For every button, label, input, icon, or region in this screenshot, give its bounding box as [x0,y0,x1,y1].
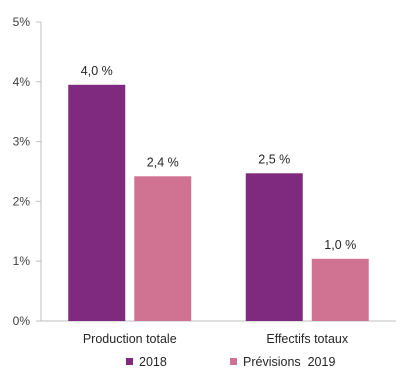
legend-swatch [126,358,133,365]
data-label: 1,0 % [324,238,356,252]
legend-swatch [230,358,237,365]
bar-prévisions-2019-1 [134,176,192,321]
legend-label: 2018 [139,355,167,369]
y-tick-label: 0% [13,314,31,328]
data-label: 2,5 % [258,152,290,166]
data-label: 2,4 % [147,155,179,169]
bar-prévisions-2019-2 [311,258,369,321]
bar-2018-2 [245,173,303,321]
y-tick-label: 5% [13,15,31,29]
y-tick-label: 3% [13,135,31,149]
y-tick-label: 2% [13,194,31,208]
bar-2018-1 [68,84,126,321]
data-label: 4,0 % [81,64,113,78]
x-category-label: Effectifs totaux [266,332,349,346]
y-tick-label: 1% [13,254,31,268]
x-category-label: Production totale [83,332,177,346]
legend-label: Prévisions 2019 [243,355,335,369]
y-tick-label: 4% [13,75,31,89]
